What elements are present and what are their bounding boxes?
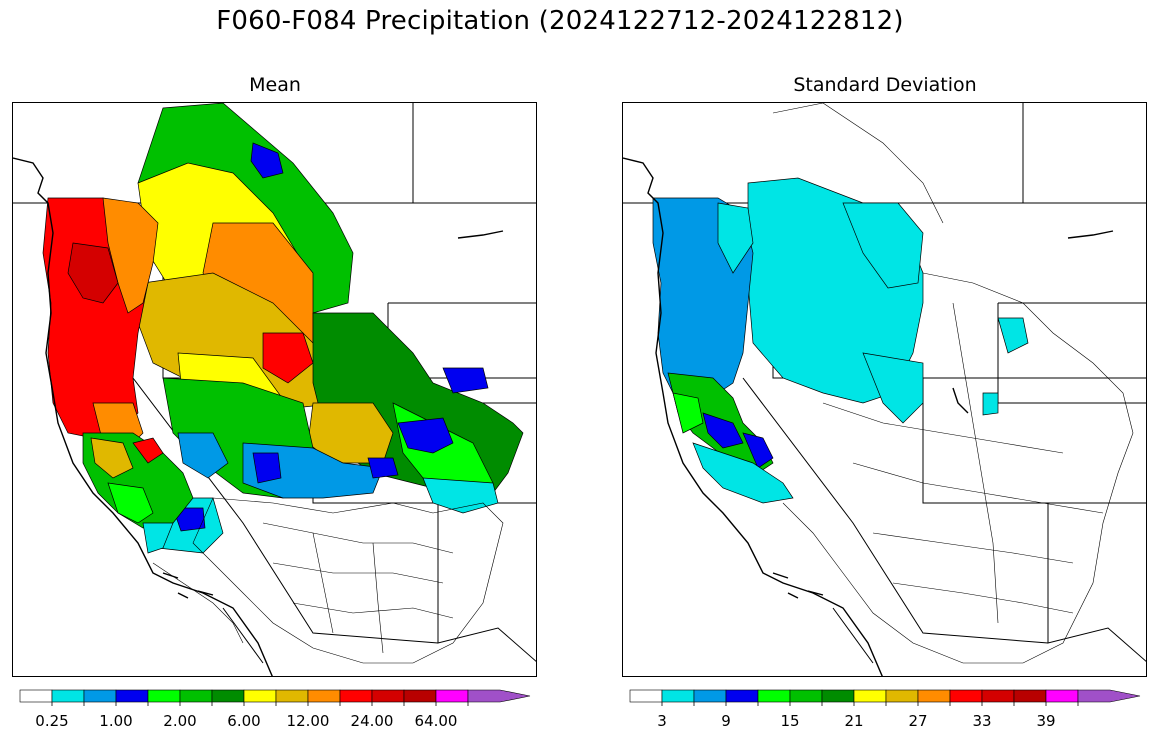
colorbar-swatch	[661, 689, 695, 703]
colorbar-stddev-svg	[629, 689, 1141, 706]
colorbar-swatch	[243, 689, 277, 703]
colorbar-tick-label: 27	[908, 712, 928, 730]
colorbar-swatch	[693, 689, 727, 703]
colorbar-swatch	[789, 689, 823, 703]
colorbar-swatch	[917, 689, 951, 703]
colorbar-swatch	[949, 689, 983, 703]
colorbar-swatch	[83, 689, 117, 703]
panel-title-mean: Mean	[249, 74, 301, 96]
colorbar-swatch	[981, 689, 1015, 703]
panel-title-stddev: Standard Deviation	[793, 74, 977, 96]
colorbar-swatch	[853, 689, 887, 703]
colorbar-swatch	[179, 689, 213, 703]
colorbar-tick-label: 15	[780, 712, 800, 730]
colorbar-swatch	[725, 689, 759, 703]
colorbar-tick-label: 39	[1036, 712, 1056, 730]
figure-title: F060-F084 Precipitation (2024122712-2024…	[216, 6, 904, 36]
colorbar-tick-label: 0.25	[35, 712, 69, 730]
colorbar-swatch	[403, 689, 437, 703]
colorbar-swatch	[19, 689, 53, 703]
colorbar-tick-label: 33	[972, 712, 992, 730]
colorbar-swatch	[307, 689, 341, 703]
colorbar-swatch	[51, 689, 85, 703]
colorbar-tick-label: 1.00	[99, 712, 133, 730]
colorbar-swatch	[467, 689, 531, 703]
map-stddev-svg	[623, 103, 1146, 676]
colorbar-swatch	[371, 689, 405, 703]
colorbar-swatch	[1045, 689, 1079, 703]
map-mean	[12, 102, 537, 677]
colorbar-swatch	[275, 689, 309, 703]
colorbar-tick-label: 64.00	[414, 712, 458, 730]
colorbar-mean-svg	[19, 689, 531, 706]
map-stddev	[622, 102, 1147, 677]
colorbar-swatch	[211, 689, 245, 703]
colorbar-tick-label: 6.00	[227, 712, 261, 730]
map-mean-svg	[13, 103, 536, 676]
colorbar-tick-label: 9	[721, 712, 731, 730]
colorbar-swatch	[435, 689, 469, 703]
colorbar-tick-label: 3	[657, 712, 667, 730]
colorbar-tick-label: 2.00	[163, 712, 197, 730]
colorbar-swatch	[885, 689, 919, 703]
colorbar-swatch	[629, 689, 663, 703]
colorbar-swatch	[339, 689, 373, 703]
colorbar-tick-label: 21	[844, 712, 864, 730]
colorbar-swatch	[147, 689, 181, 703]
colorbar-swatch	[1077, 689, 1141, 703]
colorbar-tick-label: 12.00	[286, 712, 330, 730]
colorbar-tick-label: 24.00	[350, 712, 394, 730]
colorbar-swatch	[115, 689, 149, 703]
colorbar-swatch	[821, 689, 855, 703]
colorbar-swatch	[1013, 689, 1047, 703]
colorbar-swatch	[757, 689, 791, 703]
